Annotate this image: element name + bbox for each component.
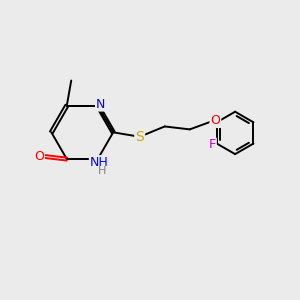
Text: S: S <box>135 130 144 144</box>
Text: O: O <box>34 150 44 163</box>
Text: N: N <box>96 98 105 111</box>
Text: O: O <box>210 114 220 127</box>
Text: F: F <box>209 139 216 152</box>
Text: H: H <box>98 167 106 176</box>
Text: NH: NH <box>90 156 109 169</box>
